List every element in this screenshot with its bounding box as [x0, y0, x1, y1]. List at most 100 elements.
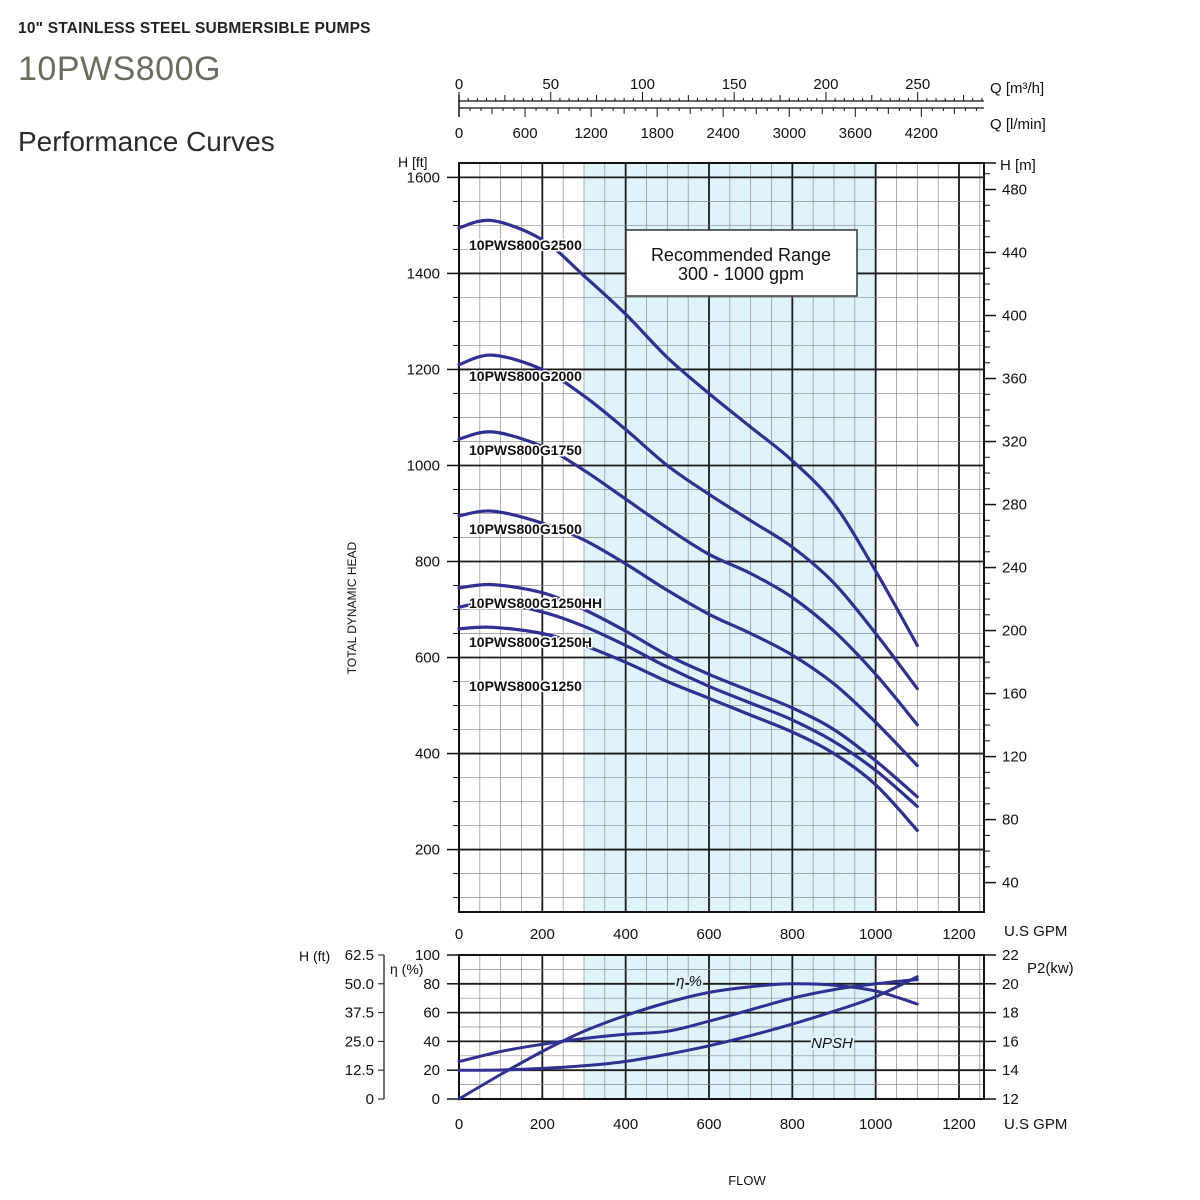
- recommended-range-title: Recommended Range: [651, 245, 831, 265]
- curve-label-10pws800g1250h: 10PWS800G1250H: [469, 634, 592, 650]
- eff-axis-label: 80: [423, 976, 440, 993]
- p2-axis-label: 18: [1002, 1005, 1019, 1022]
- top-axis-lmin-label: 2400: [707, 125, 740, 142]
- p2-axis-unit: P2(kw): [1027, 960, 1074, 977]
- p2-axis-label: 22: [1002, 947, 1019, 964]
- curve-10pws800g1500: [457, 509, 919, 768]
- x-axis-label: 200: [530, 926, 555, 943]
- y-axis-m-label: 320: [1002, 434, 1027, 451]
- bottom-x-axis-unit: U.S GPM: [1004, 1116, 1067, 1133]
- curve-label-10pws800g1250: 10PWS800G1250: [469, 678, 582, 694]
- p2-power-curve: [457, 978, 919, 1064]
- bottom-x-axis-label: 400: [613, 1116, 638, 1133]
- recommended-range-box: [625, 229, 858, 297]
- eff-axis-unit: η (%): [390, 961, 423, 977]
- y-axis-ft-label: 1600: [407, 169, 440, 186]
- head-curves: 10PWS800G2500 10PWS800G2000 10PWS800G1750 1…: [457, 218, 919, 832]
- h-axis-label: 12.5: [345, 1062, 374, 1079]
- p2-axis-label: 14: [1002, 1062, 1019, 1079]
- y-axis-m-label: 400: [1002, 308, 1027, 325]
- h-axis-label: 25.0: [345, 1033, 374, 1050]
- top-axis-lmin-label: 3600: [839, 125, 872, 142]
- y-axis-m-label: 160: [1002, 686, 1027, 703]
- top-axis-m3h-label: 0: [455, 76, 463, 93]
- bottom-x-axis-label: 1200: [942, 1116, 975, 1133]
- bottom-x-axis-label: 200: [530, 1116, 555, 1133]
- y-axis-ft-label: 200: [415, 842, 440, 859]
- top-axis-lmin-label: 4200: [905, 125, 938, 142]
- top-axis-m3h-label: 100: [630, 76, 655, 93]
- efficiency-label: η %: [676, 973, 702, 990]
- y-axis-ft-label: 800: [415, 554, 440, 571]
- eff-axis-label: 0: [432, 1091, 440, 1108]
- bottom-curves: η % NPSH: [457, 971, 919, 1101]
- top-axis-m3h-label: 200: [813, 76, 838, 93]
- bottom-x-axis-label: 0: [455, 1116, 463, 1133]
- x-axis-label: 0: [455, 926, 463, 943]
- npsh-label: NPSH: [811, 1035, 853, 1052]
- h-axis-label: 50.0: [345, 976, 374, 993]
- h-axis-label: 37.5: [345, 1005, 374, 1022]
- h-axis-label: 62.5: [345, 947, 374, 964]
- y-axis-m-label: 480: [1002, 182, 1027, 199]
- x-axis-label: 600: [696, 926, 721, 943]
- h-axis-label: 0: [366, 1091, 374, 1108]
- y-axis-m-unit: H [m]: [1000, 157, 1036, 174]
- bottom-axes: H (ft) η (%) 62.5 50.0 37.5 25.0 12.5 0 100 80 60 4…: [299, 947, 1074, 1188]
- curve-label-10pws800g2000: 10PWS800G2000: [469, 368, 582, 384]
- y-axis-m-label: 120: [1002, 749, 1027, 766]
- p2-axis-label: 12: [1002, 1091, 1019, 1108]
- eff-axis-label: 60: [423, 1005, 440, 1022]
- curve-10pws800g1250h: [457, 600, 919, 808]
- top-axis-m3h-label: 250: [905, 76, 930, 93]
- x-axis-label: 400: [613, 926, 638, 943]
- bottom-x-axis-label: 1000: [859, 1116, 892, 1133]
- top-axis-lmin-label: 600: [513, 125, 538, 142]
- top-axis-lmin-unit: Q [l/min]: [990, 116, 1046, 133]
- y-axis-title: TOTAL DYNAMIC HEAD: [345, 541, 359, 674]
- x-axis-label: 1200: [942, 926, 975, 943]
- x-axis-label: 1000: [859, 926, 892, 943]
- curve-10pws800g1250hh: [457, 582, 919, 799]
- eff-axis-label: 20: [423, 1062, 440, 1079]
- y-axis-m-label: 40: [1002, 875, 1019, 892]
- recommended-range-value: 300 - 1000 gpm: [678, 264, 804, 284]
- top-axis-lmin-label: 1200: [574, 125, 607, 142]
- y-axis-m-label: 80: [1002, 812, 1019, 829]
- top-axis-m3h-label: 50: [542, 76, 559, 93]
- y-axis-m-label: 200: [1002, 623, 1027, 640]
- top-flow-axes: 0 50 100 150 200 250 0 600 1200 1800 2400 3000 3600 4…: [455, 76, 1046, 142]
- x-axis-unit: U.S GPM: [1004, 923, 1067, 940]
- bottom-x-axis-label: 600: [696, 1116, 721, 1133]
- h-axis-unit: H (ft): [299, 948, 330, 964]
- top-axis-lmin-label: 1800: [640, 125, 673, 142]
- curve-label-10pws800g1250hh: 10PWS800G1250HH: [469, 595, 602, 611]
- eff-axis-label: 100: [415, 947, 440, 964]
- y-axis-m-label: 440: [1002, 245, 1027, 262]
- p2-axis-label: 20: [1002, 976, 1019, 993]
- curve-10pws800g1250: [457, 625, 919, 832]
- section-title: Performance Curves: [18, 126, 275, 157]
- top-axis-lmin-label: 3000: [773, 125, 806, 142]
- curve-10pws800g1750: [457, 430, 919, 727]
- y-axis-ft-label: 400: [415, 746, 440, 763]
- page-subtitle: 10" STAINLESS STEEL SUBMERSIBLE PUMPS: [18, 20, 371, 37]
- x-axis-title: FLOW: [728, 1173, 766, 1188]
- curve-10pws800g2000: [457, 353, 919, 691]
- eff-axis-label: 40: [423, 1033, 440, 1050]
- y-axis-ft-label: 600: [415, 650, 440, 667]
- bottom-x-axis-label: 800: [780, 1116, 805, 1133]
- y-axis-m-label: 280: [1002, 497, 1027, 514]
- top-axis-m3h-unit: Q [m³/h]: [990, 80, 1044, 97]
- y-axis-ft-label: 1200: [407, 361, 440, 378]
- y-axis-m-label: 240: [1002, 560, 1027, 577]
- x-axis-label: 800: [780, 926, 805, 943]
- y-axis-ft-unit: H [ft]: [398, 154, 428, 170]
- p2-axis-label: 16: [1002, 1033, 1019, 1050]
- curve-label-10pws800g1500: 10PWS800G1500: [469, 521, 582, 537]
- model-title: 10PWS800G: [18, 50, 221, 88]
- y-axis-ft-label: 1000: [407, 457, 440, 474]
- efficiency-curve: [457, 982, 919, 1101]
